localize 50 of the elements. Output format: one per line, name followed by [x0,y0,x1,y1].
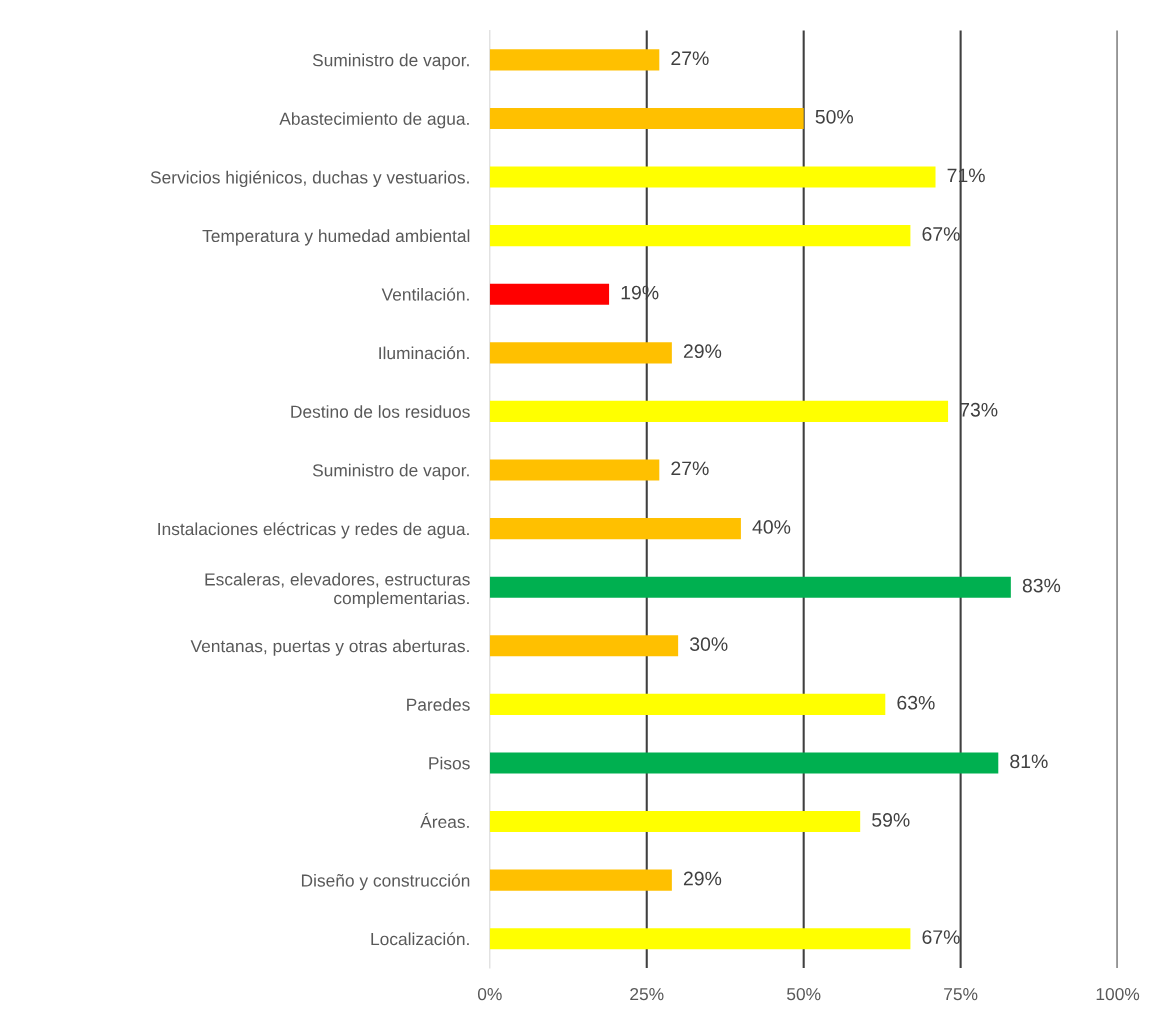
x-tick-label: 0% [477,987,502,1001]
y-tick-label: Iluminación. [379,346,469,360]
y-tick-label: Paredes [407,698,470,711]
data-label: 27% [671,51,709,66]
data-label: 50% [815,109,854,124]
data-label: 29% [683,871,722,886]
y-tick-label: Destino de los residuos [291,405,470,418]
x-tick-label: 25% [630,987,664,1001]
bar [489,928,911,950]
bar [489,283,610,305]
x-tick-label: 50% [787,987,821,1001]
y-tick-label: Abastecimiento de agua. [279,112,469,129]
data-label: 67% [922,930,960,944]
data-label: 27% [671,461,709,476]
data-label: 40% [752,520,791,534]
bar [489,518,741,540]
bar [489,869,672,891]
y-tick-label: Diseño y construcción [301,873,470,891]
bar [489,400,949,422]
bar [489,693,886,715]
y-tick-label: Instalaciones eléctricas y redes de agua. [158,522,469,539]
y-tick-label: Escaleras, elevadores, estructuras complementarias. [205,572,470,608]
data-label: 81% [1010,754,1048,769]
bar [489,576,1011,598]
y-tick-label: Suministro de vapor. [312,463,469,480]
bar [489,49,660,71]
y-tick-label: Pisos [429,756,470,770]
data-label: 63% [897,695,935,710]
bar [489,107,804,130]
y-tick-label: Suministro de vapor. [312,53,469,70]
data-label: 83% [1022,578,1061,593]
x-tick-label: 100% [1096,987,1140,1001]
y-tick-label: Ventanas, puertas y otras aberturas. [190,639,469,656]
data-label: 29% [683,344,722,359]
bar [489,635,679,657]
data-label: 59% [872,813,910,827]
bar [489,752,999,774]
y-tick-label: Áreas. [420,812,469,829]
y-tick-label: Ventilación. [381,287,469,301]
x-tick-label: 75% [944,988,978,1001]
y-tick-label: Servicios higiénicos, duchas y vestuarios. [150,170,469,188]
bar [489,342,672,364]
bar [489,225,911,247]
bar [489,459,660,481]
data-label: 67% [922,227,960,241]
data-label: 30% [689,637,728,652]
y-tick-label: Temperatura y humedad ambiental [202,229,470,246]
y-tick-label: Localización. [371,932,469,946]
bar [489,166,936,188]
bar [489,811,861,833]
